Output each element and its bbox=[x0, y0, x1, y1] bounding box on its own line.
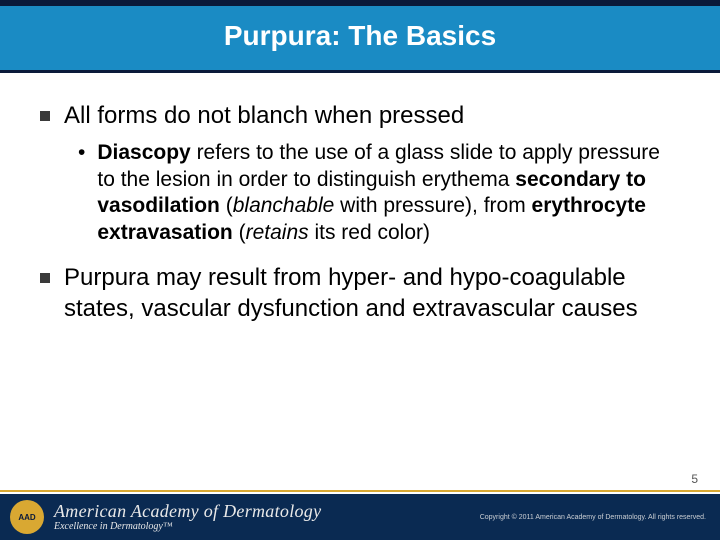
square-bullet-icon bbox=[40, 273, 50, 283]
slide-title: Purpura: The Basics bbox=[0, 6, 720, 70]
copyright-text: Copyright © 2011 American Academy of Der… bbox=[480, 514, 706, 521]
bullet-l1-text: Purpura may result from hyper- and hypo-… bbox=[64, 263, 680, 324]
page-number: 5 bbox=[691, 472, 698, 486]
slide-footer: AAD American Academy of Dermatology Exce… bbox=[0, 494, 720, 540]
seal-text: AAD bbox=[18, 513, 35, 522]
bullet-l2: • Diascopy refers to the use of a glass s… bbox=[78, 140, 680, 248]
footer-bar: AAD American Academy of Dermatology Exce… bbox=[0, 494, 720, 540]
slide-content: All forms do not blanch when pressed • Dia… bbox=[0, 73, 720, 325]
logo-line2: Excellence in Dermatology™ bbox=[54, 522, 321, 532]
square-bullet-icon bbox=[40, 111, 50, 121]
aad-seal-icon: AAD bbox=[10, 500, 44, 534]
bullet-l1-text: All forms do not blanch when pressed bbox=[64, 101, 464, 132]
logo-line1: American Academy of Dermatology bbox=[54, 502, 321, 520]
bullet-l1: All forms do not blanch when pressed • Dia… bbox=[40, 101, 680, 247]
bullet-l1: Purpura may result from hyper- and hypo-… bbox=[40, 263, 680, 324]
footer-divider bbox=[0, 490, 720, 492]
bullet-l2-text: Diascopy refers to the use of a glass sl… bbox=[97, 140, 680, 248]
dot-bullet-icon: • bbox=[78, 140, 85, 166]
footer-logo: AAD American Academy of Dermatology Exce… bbox=[10, 500, 321, 534]
